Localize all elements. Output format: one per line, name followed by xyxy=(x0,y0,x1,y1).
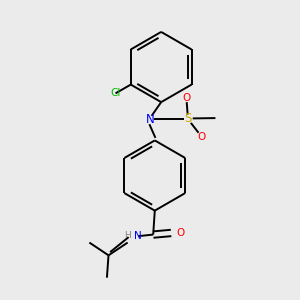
Text: O: O xyxy=(176,228,185,238)
Text: O: O xyxy=(183,93,191,103)
Text: N: N xyxy=(146,113,154,126)
Text: H: H xyxy=(124,231,131,240)
Text: Cl: Cl xyxy=(110,88,121,98)
Text: S: S xyxy=(184,112,192,125)
Text: N: N xyxy=(134,230,142,241)
Text: O: O xyxy=(197,132,205,142)
